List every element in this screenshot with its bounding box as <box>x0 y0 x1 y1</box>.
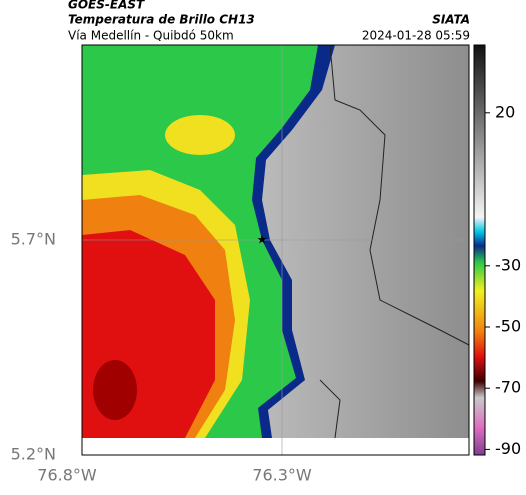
location-star: ★ <box>257 233 268 247</box>
product-title: Temperatura de Brillo CH13 <box>68 13 255 27</box>
colorbar-tick-label: -70 <box>495 378 521 397</box>
boundary-lines <box>319 44 470 439</box>
dark-red-blob <box>93 360 137 420</box>
datetime: 2024-01-28 05:59 <box>362 29 470 43</box>
colorbar-tick-label: -50 <box>495 317 521 336</box>
map-frame <box>81 44 470 456</box>
colorbar-tick-label: 20 <box>495 102 515 121</box>
colorbar-tick-label: -30 <box>495 255 521 274</box>
y-tick-label: 5.2°N <box>11 445 56 464</box>
satellite-name: GOES-EAST <box>68 0 145 12</box>
x-tick-label: 76.3°W <box>252 466 312 485</box>
yellow-blob <box>165 115 235 155</box>
y-tick-label: 5.7°N <box>11 230 56 249</box>
colorbar-tick-label: -90 <box>495 439 521 458</box>
source: SIATA <box>432 13 470 27</box>
region-subtitle: Vía Medellín - Quibdó 50km <box>68 29 234 43</box>
map-image: ★ <box>82 44 470 455</box>
x-tick-label: 76.8°W <box>37 466 97 485</box>
colorbar <box>473 44 486 456</box>
